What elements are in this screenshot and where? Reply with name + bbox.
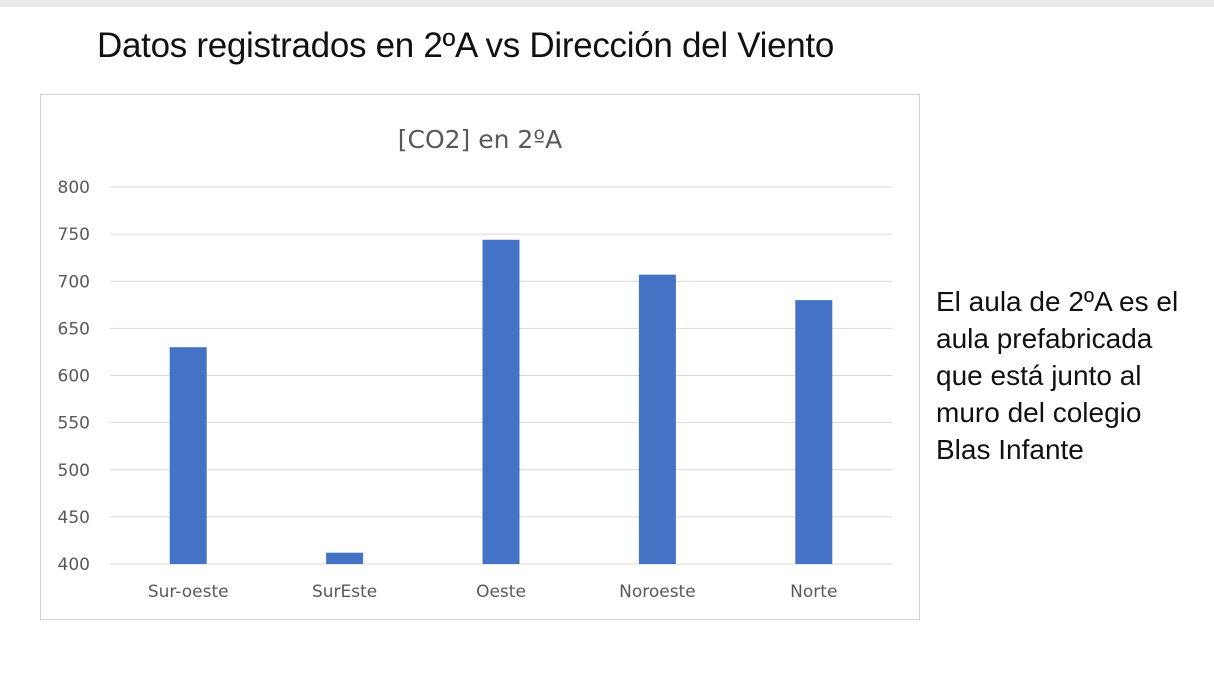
- y-tick-label: 650: [58, 319, 90, 339]
- y-tick-label: 700: [58, 272, 90, 292]
- y-axis-ticks: 400 450 500 550 600 650 700 750 800: [58, 178, 90, 575]
- bar-sureste: [326, 552, 364, 564]
- x-tick-label: Norte: [790, 582, 837, 602]
- chart-frame: [CO2] en 2ºA 400 450 500 550 600 650 700 750 800…: [40, 94, 920, 620]
- y-tick-label: 400: [58, 555, 90, 575]
- y-tick-label: 550: [58, 414, 90, 434]
- bar-sur-oeste: [169, 347, 207, 564]
- bar-noroeste: [638, 274, 676, 564]
- bar-norte: [795, 300, 833, 564]
- y-tick-label: 800: [58, 178, 90, 198]
- x-tick-label: Noroeste: [619, 582, 696, 602]
- x-axis-ticks: Sur-oeste SurEste Oeste Noroeste Norte: [148, 582, 838, 602]
- y-tick-label: 450: [58, 508, 90, 528]
- x-tick-label: SurEste: [312, 582, 377, 602]
- slide-title: Datos registrados en 2ºA vs Dirección de…: [97, 26, 835, 65]
- bar-oeste: [482, 239, 520, 564]
- y-tick-label: 750: [58, 225, 90, 245]
- bars: [169, 239, 833, 564]
- y-tick-label: 600: [58, 367, 90, 387]
- y-tick-label: 500: [58, 461, 90, 481]
- x-tick-label: Oeste: [476, 582, 526, 602]
- x-tick-label: Sur-oeste: [148, 582, 229, 602]
- bar-chart: [CO2] en 2ºA 400 450 500 550 600 650 700 750 800…: [58, 125, 892, 602]
- top-strip: [0, 0, 1214, 7]
- chart-title: [CO2] en 2ºA: [398, 125, 562, 154]
- side-note: El aula de 2ºA es el aula prefabricada q…: [936, 286, 1179, 465]
